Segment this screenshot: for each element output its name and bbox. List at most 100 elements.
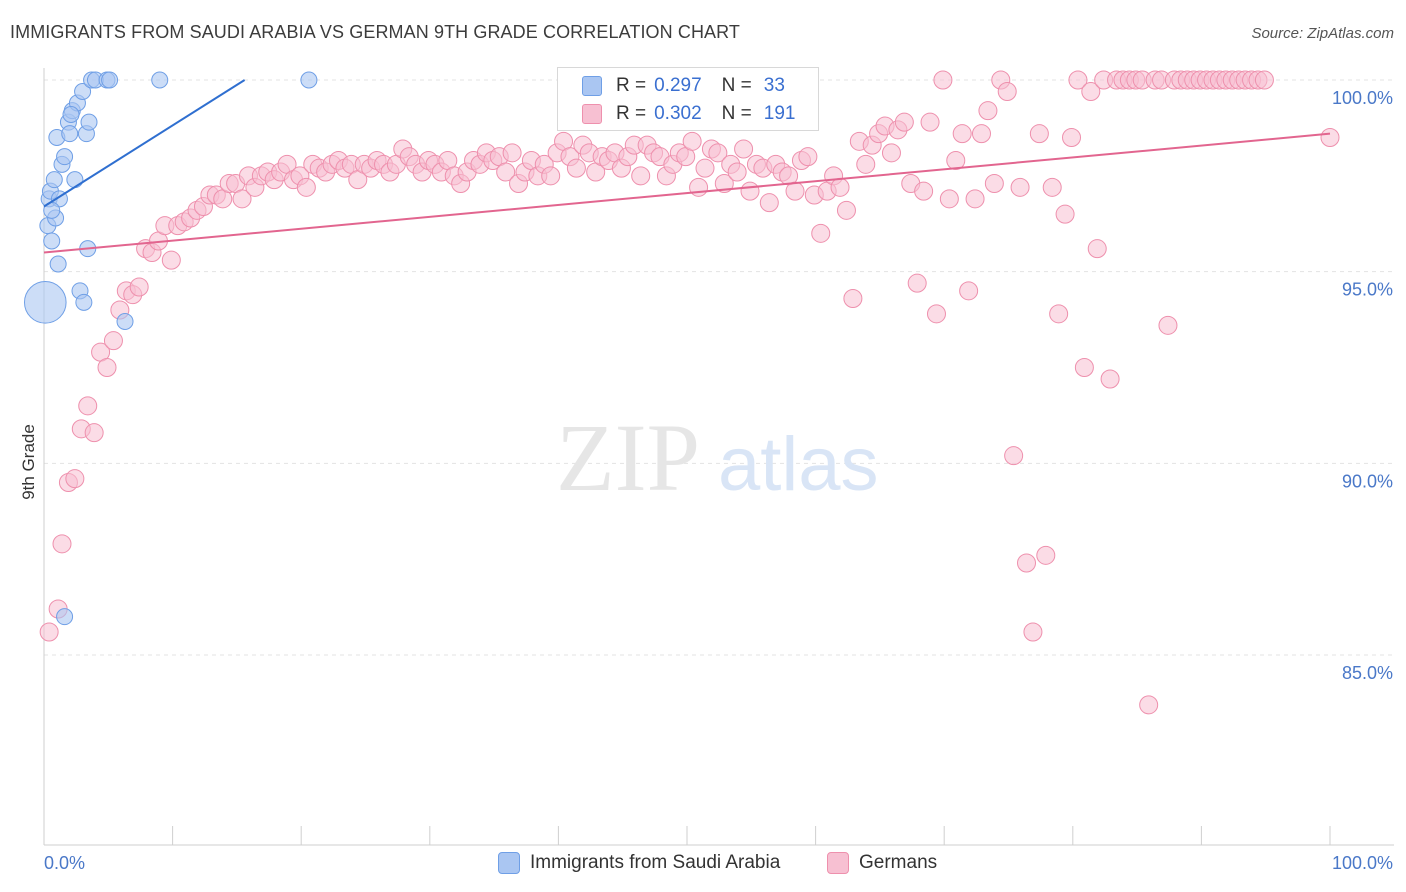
german-point: [946, 151, 966, 170]
saudi-point: [74, 83, 92, 100]
german-point: [1049, 304, 1069, 324]
y-axis-title: 9th Grade: [19, 424, 38, 500]
x-tick-label-max: 100.0%: [1332, 853, 1393, 873]
saudi-point: [300, 71, 318, 89]
stat-row-saudi: R = 0.297 N = 33: [582, 73, 785, 99]
r-value: 0.302: [654, 103, 702, 124]
german-point: [232, 189, 252, 209]
german-point: [65, 469, 85, 489]
german-point: [997, 82, 1017, 101]
saudi-point: [62, 106, 80, 123]
legend-item-german[interactable]: Germans: [827, 852, 937, 874]
y-tick-label: 90.0%: [1342, 471, 1393, 491]
saudi-points: [23, 71, 318, 626]
axis-labels: 85.0% 90.0% 95.0% 100.0% 0.0% 100.0% 9th Grade: [19, 88, 1393, 873]
n-value: 33: [763, 75, 785, 96]
saudi-point: [151, 71, 169, 89]
german-point: [1036, 545, 1056, 565]
german-point: [727, 162, 747, 182]
german-point: [1055, 204, 1075, 224]
german-point: [1254, 70, 1274, 90]
german-point: [1068, 70, 1088, 90]
n-label: N =: [721, 75, 752, 96]
german-point: [1087, 239, 1107, 259]
german-point: [1139, 695, 1159, 715]
german-point: [1100, 369, 1120, 389]
german-point: [939, 189, 959, 209]
stat-legend: R = 0.297 N = 33 R = 0.302 N = 191: [557, 67, 819, 131]
german-point: [836, 200, 856, 220]
german-point: [52, 534, 72, 554]
german-point: [856, 154, 876, 174]
german-point: [566, 158, 586, 178]
german-point: [926, 304, 946, 324]
german-point: [631, 166, 651, 186]
german-point: [914, 181, 934, 201]
legend-item-saudi[interactable]: Immigrants from Saudi Arabia: [498, 852, 780, 874]
saudi-swatch: [582, 76, 602, 96]
saudi-point: [80, 113, 98, 131]
watermark-atlas: atlas: [718, 422, 879, 507]
saudi-point: [101, 71, 119, 89]
german-point: [1010, 177, 1030, 197]
german-point: [78, 396, 98, 416]
german-point: [161, 250, 181, 270]
y-tick-label: 85.0%: [1342, 663, 1393, 683]
german-point: [708, 143, 728, 163]
german-point: [907, 273, 927, 293]
german-point: [97, 358, 117, 377]
german-point: [1042, 177, 1062, 197]
saudi-point: [66, 171, 84, 189]
german-point: [984, 174, 1004, 193]
german-point: [811, 223, 831, 243]
saudi-legend-swatch: [498, 852, 520, 874]
german-point: [695, 158, 715, 178]
german-point: [84, 423, 104, 443]
saudi-point: [56, 148, 74, 166]
saudi-point: [116, 313, 134, 330]
german-point: [1017, 553, 1037, 573]
german-point: [1029, 124, 1049, 144]
german-point: [1081, 82, 1101, 101]
legend-label-saudi: Immigrants from Saudi Arabia: [530, 852, 781, 873]
r-label: R =: [616, 103, 647, 124]
german-point: [734, 139, 754, 159]
series-legend: Immigrants from Saudi Arabia Germans: [0, 852, 1406, 880]
saudi-point: [56, 608, 74, 626]
german-point: [714, 174, 734, 193]
german-point: [830, 177, 850, 197]
german-point: [296, 177, 316, 197]
german-point: [959, 281, 979, 301]
n-value: 191: [763, 103, 796, 124]
german-point: [1074, 358, 1094, 377]
german-point: [952, 124, 972, 144]
saudi-point: [23, 281, 67, 324]
saudi-point: [49, 255, 67, 273]
german-point: [689, 177, 709, 197]
german-point: [881, 143, 901, 163]
german-point: [1062, 128, 1082, 147]
german-point: [1004, 446, 1024, 466]
saudi-point: [61, 125, 79, 143]
german-trend-line: [43, 132, 1331, 254]
german-point: [129, 277, 149, 297]
german-point: [894, 112, 914, 132]
german-point: [541, 166, 561, 186]
german-point: [798, 147, 818, 167]
german-point: [682, 131, 702, 151]
german-point: [1320, 128, 1340, 147]
german-point: [502, 143, 522, 163]
chart-title: IMMIGRANTS FROM SAUDI ARABIA VS GERMAN 9…: [10, 22, 741, 42]
german-point: [1023, 622, 1043, 642]
german-point: [843, 289, 863, 308]
german-point: [933, 70, 953, 90]
saudi-point: [45, 171, 63, 189]
x-tick-label-min: 0.0%: [44, 853, 85, 873]
watermark: ZIP atlas: [556, 404, 879, 511]
watermark-zip: ZIP: [556, 404, 700, 511]
german-point: [39, 622, 59, 642]
german-swatch: [582, 104, 602, 124]
grid-lines: [44, 79, 1394, 656]
german-point: [785, 181, 805, 201]
